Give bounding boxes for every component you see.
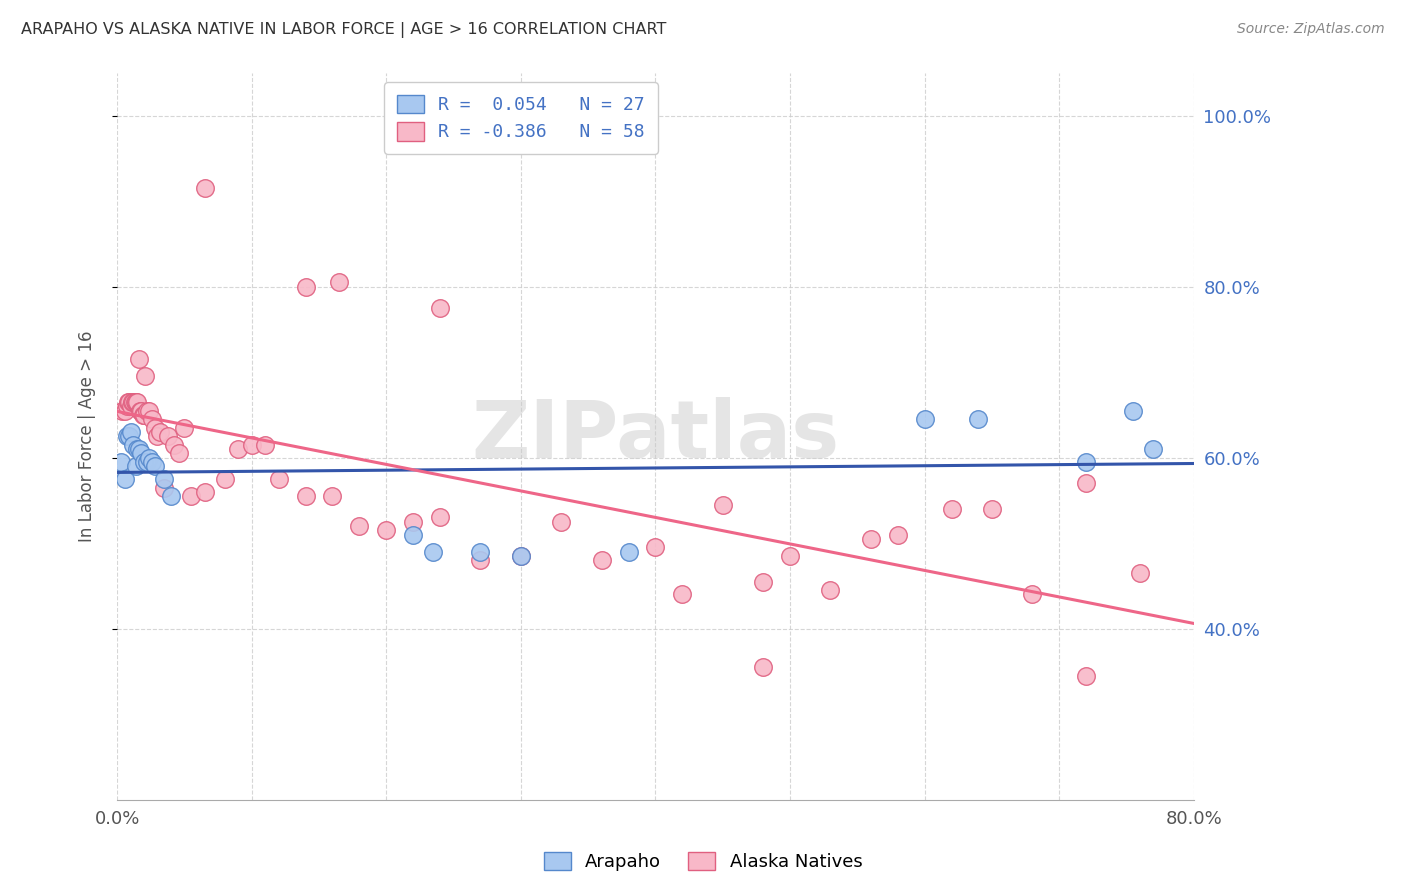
Point bbox=[509, 549, 531, 563]
Point bbox=[1074, 455, 1097, 469]
Point bbox=[128, 442, 150, 456]
Point bbox=[429, 301, 451, 315]
Point bbox=[214, 472, 236, 486]
Point bbox=[138, 403, 160, 417]
Point bbox=[125, 395, 148, 409]
Point bbox=[149, 425, 172, 439]
Point bbox=[194, 484, 217, 499]
Point bbox=[117, 395, 139, 409]
Point bbox=[110, 455, 132, 469]
Point bbox=[375, 523, 398, 537]
Point bbox=[180, 489, 202, 503]
Point bbox=[226, 442, 249, 456]
Point bbox=[173, 420, 195, 434]
Point bbox=[967, 412, 990, 426]
Point bbox=[167, 446, 190, 460]
Point bbox=[120, 400, 142, 414]
Point bbox=[1129, 566, 1152, 580]
Point bbox=[115, 400, 138, 414]
Point bbox=[886, 527, 908, 541]
Point bbox=[267, 472, 290, 486]
Point bbox=[118, 429, 141, 443]
Point bbox=[509, 549, 531, 563]
Point bbox=[470, 553, 492, 567]
Point bbox=[671, 587, 693, 601]
Point bbox=[120, 425, 142, 439]
Point bbox=[980, 502, 1002, 516]
Point bbox=[294, 489, 316, 503]
Point bbox=[157, 429, 180, 443]
Point bbox=[162, 438, 184, 452]
Point bbox=[752, 574, 775, 589]
Point bbox=[153, 472, 176, 486]
Point bbox=[402, 515, 425, 529]
Point bbox=[240, 438, 263, 452]
Text: Source: ZipAtlas.com: Source: ZipAtlas.com bbox=[1237, 22, 1385, 37]
Point bbox=[132, 408, 155, 422]
Point bbox=[779, 549, 801, 563]
Point bbox=[118, 395, 141, 409]
Point bbox=[122, 395, 145, 409]
Text: ZIPatlas: ZIPatlas bbox=[471, 397, 839, 475]
Point bbox=[429, 510, 451, 524]
Point bbox=[1074, 668, 1097, 682]
Point bbox=[134, 369, 156, 384]
Point bbox=[111, 403, 134, 417]
Point bbox=[328, 276, 350, 290]
Point bbox=[115, 429, 138, 443]
Point bbox=[1021, 587, 1043, 601]
Point bbox=[146, 429, 169, 443]
Point bbox=[422, 544, 444, 558]
Point bbox=[131, 446, 153, 460]
Point bbox=[153, 481, 176, 495]
Point bbox=[1122, 403, 1144, 417]
Legend: Arapaho, Alaska Natives: Arapaho, Alaska Natives bbox=[536, 845, 870, 879]
Point bbox=[1074, 476, 1097, 491]
Point bbox=[617, 544, 640, 558]
Point bbox=[129, 403, 152, 417]
Point bbox=[127, 442, 149, 456]
Legend: R =  0.054   N = 27, R = -0.386   N = 58: R = 0.054 N = 27, R = -0.386 N = 58 bbox=[384, 82, 658, 154]
Point bbox=[550, 515, 572, 529]
Point bbox=[114, 472, 136, 486]
Point bbox=[644, 541, 666, 555]
Point bbox=[122, 438, 145, 452]
Point bbox=[294, 279, 316, 293]
Point bbox=[914, 412, 936, 426]
Point bbox=[114, 403, 136, 417]
Point bbox=[138, 450, 160, 465]
Point bbox=[143, 459, 166, 474]
Point bbox=[402, 527, 425, 541]
Point bbox=[941, 502, 963, 516]
Point bbox=[254, 438, 277, 452]
Point bbox=[121, 395, 143, 409]
Point bbox=[1142, 442, 1164, 456]
Point bbox=[135, 403, 157, 417]
Point bbox=[160, 489, 183, 503]
Point bbox=[141, 455, 163, 469]
Point bbox=[131, 408, 153, 422]
Point bbox=[141, 412, 163, 426]
Point bbox=[135, 455, 157, 469]
Point bbox=[470, 544, 492, 558]
Point bbox=[321, 489, 343, 503]
Point bbox=[128, 352, 150, 367]
Point bbox=[124, 395, 146, 409]
Y-axis label: In Labor Force | Age > 16: In Labor Force | Age > 16 bbox=[79, 331, 96, 542]
Point bbox=[143, 420, 166, 434]
Point bbox=[820, 583, 842, 598]
Point bbox=[859, 532, 882, 546]
Point bbox=[349, 519, 371, 533]
Point bbox=[591, 553, 613, 567]
Point bbox=[131, 403, 153, 417]
Point bbox=[711, 498, 734, 512]
Point bbox=[132, 455, 155, 469]
Point bbox=[194, 181, 217, 195]
Text: ARAPAHO VS ALASKA NATIVE IN LABOR FORCE | AGE > 16 CORRELATION CHART: ARAPAHO VS ALASKA NATIVE IN LABOR FORCE … bbox=[21, 22, 666, 38]
Point bbox=[127, 395, 149, 409]
Point bbox=[125, 459, 148, 474]
Point bbox=[752, 660, 775, 674]
